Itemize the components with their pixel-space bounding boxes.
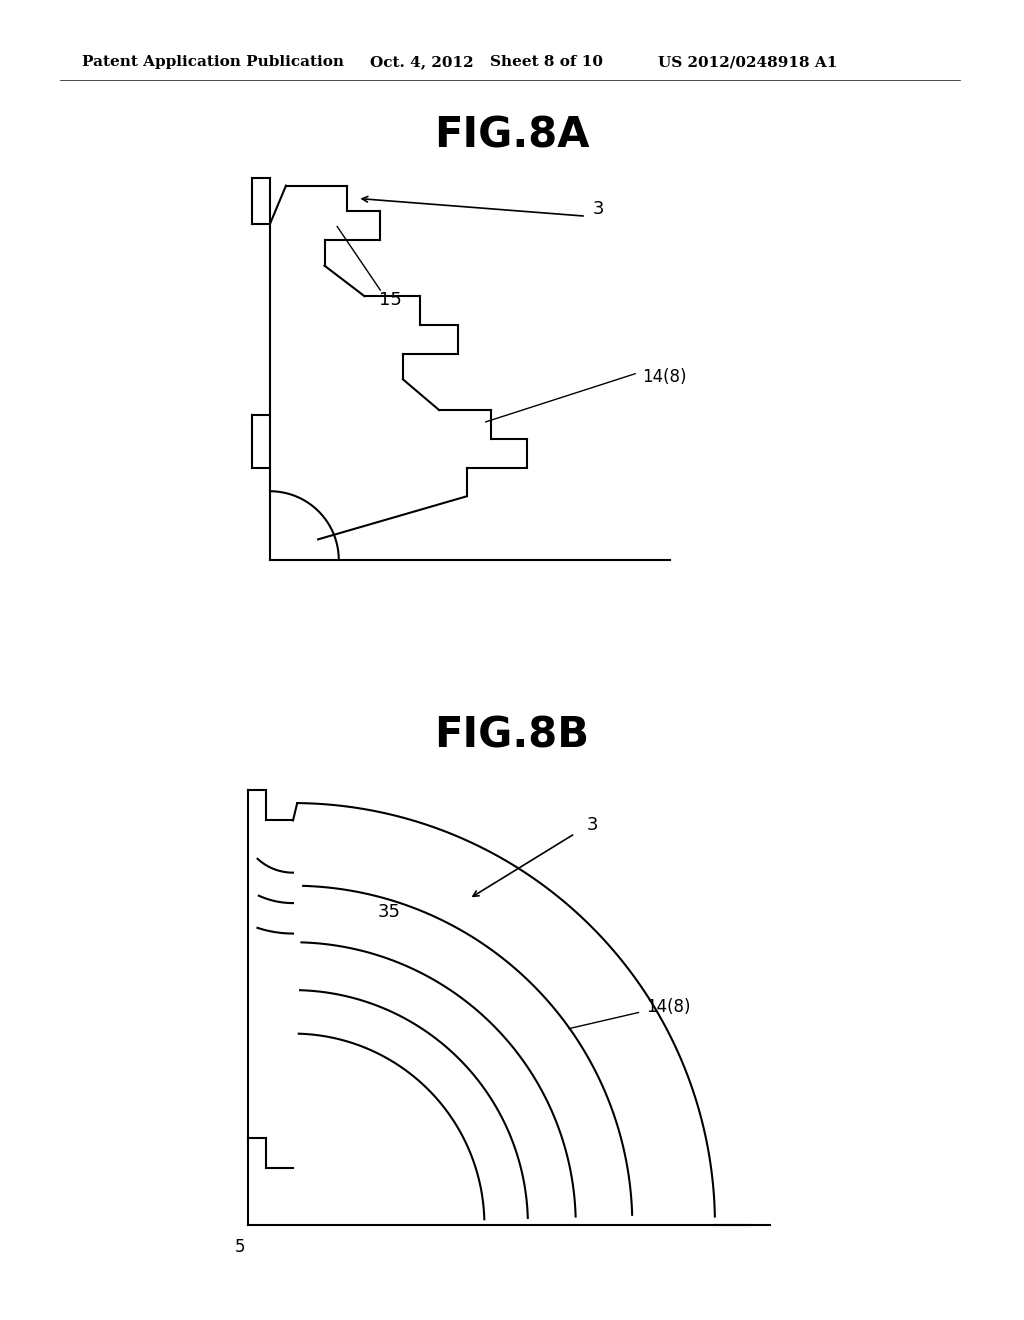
Text: 14(8): 14(8) — [642, 368, 686, 385]
Text: Patent Application Publication: Patent Application Publication — [82, 55, 344, 69]
Text: FIG.8B: FIG.8B — [434, 714, 590, 756]
Text: US 2012/0248918 A1: US 2012/0248918 A1 — [658, 55, 838, 69]
Text: FIG.8A: FIG.8A — [434, 114, 590, 156]
Text: Sheet 8 of 10: Sheet 8 of 10 — [490, 55, 603, 69]
Text: Oct. 4, 2012: Oct. 4, 2012 — [370, 55, 474, 69]
Text: 3: 3 — [587, 816, 598, 834]
Text: 35: 35 — [378, 903, 401, 921]
Text: 5: 5 — [234, 1238, 246, 1257]
Text: 3: 3 — [592, 199, 604, 218]
Text: 15: 15 — [379, 292, 401, 309]
Text: 14(8): 14(8) — [646, 998, 690, 1016]
